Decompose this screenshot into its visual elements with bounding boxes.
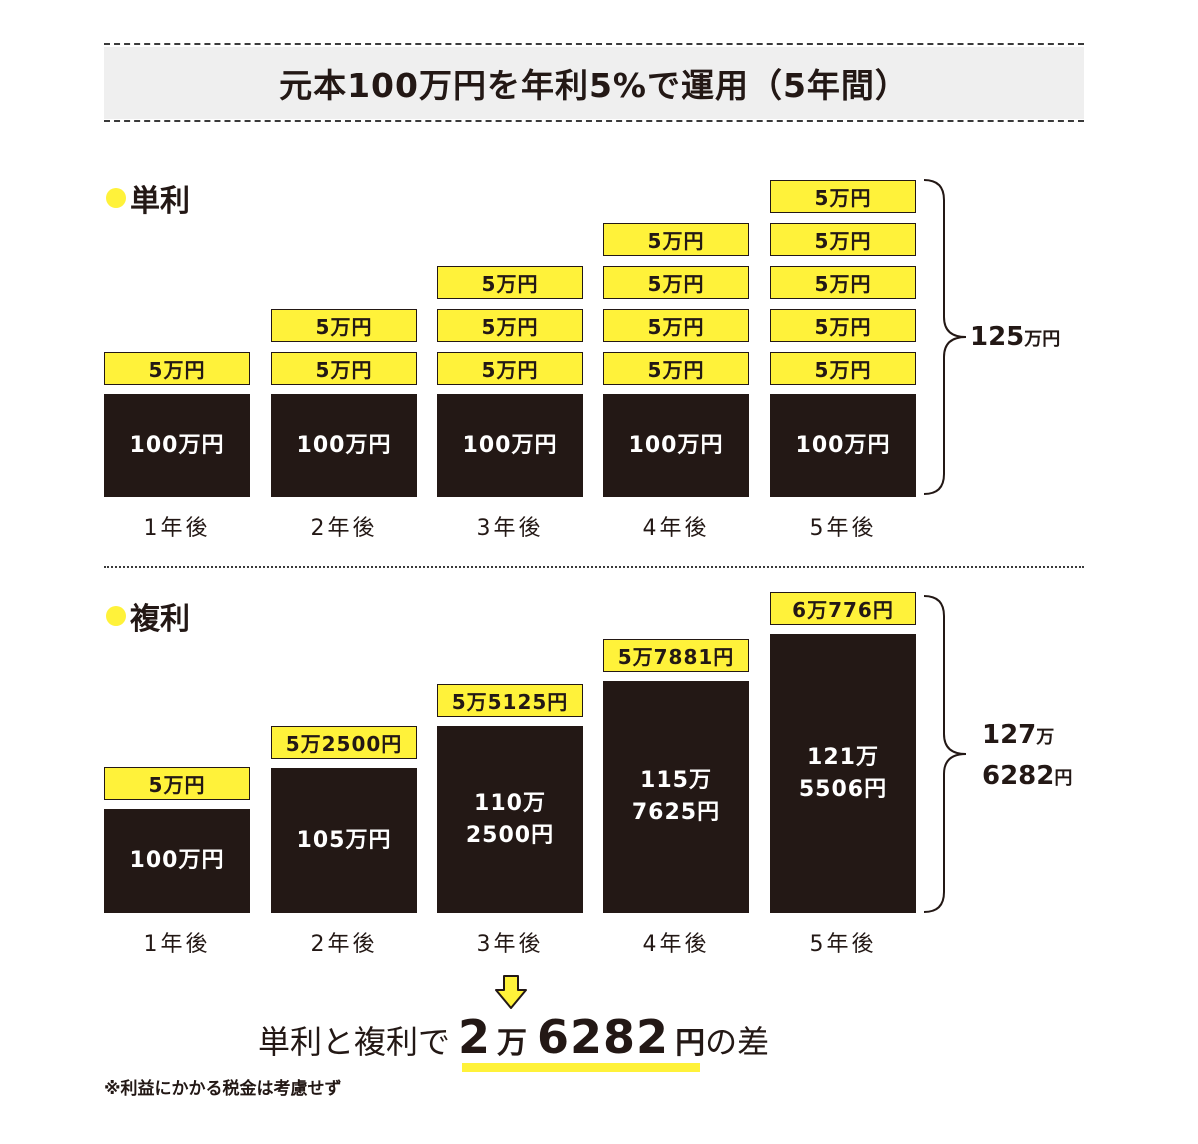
simple-interest-box: 5万円 xyxy=(770,223,916,256)
simple-principal-label: 100万円 xyxy=(296,432,392,458)
compound-principal-bar: 105万円 xyxy=(271,768,417,913)
compound-total-man-number: 127 xyxy=(982,720,1037,750)
compound-interest-box: 5万7881円 xyxy=(603,639,749,672)
simple-principal-label: 100万円 xyxy=(462,432,558,458)
simple-interest-box: 5万円 xyxy=(603,352,749,385)
simple-total-number: 125 xyxy=(970,322,1025,352)
simple-section-label: 単利 xyxy=(106,176,190,220)
simple-brace-icon xyxy=(923,179,967,495)
compound-brace-icon xyxy=(923,595,967,913)
simple-interest-box: 5万円 xyxy=(437,266,583,299)
compound-principal-bar: 115万 7625円 xyxy=(603,681,749,913)
compound-principal-line2: 7625円 xyxy=(631,800,721,825)
compound-label-text: 複利 xyxy=(130,602,190,637)
simple-principal-label: 100万円 xyxy=(795,432,891,458)
compound-principal-line2: 5506円 xyxy=(798,776,888,802)
compound-principal-line1: 110万 xyxy=(474,790,546,816)
simple-year-label: 1年後 xyxy=(143,516,211,541)
simple-principal-label: 100万円 xyxy=(628,432,724,458)
compound-principal-line1: 121万 xyxy=(807,744,879,770)
simple-interest-box: 5万円 xyxy=(603,266,749,299)
compound-principal-bar: 110万 2500円 xyxy=(437,726,583,913)
simple-interest-box: 5万円 xyxy=(770,309,916,342)
compound-principal-line1: 100万円 xyxy=(129,848,225,873)
compound-year-label: 1年後 xyxy=(143,932,211,957)
simple-principal-label: 100万円 xyxy=(129,432,225,458)
simple-principal-bar: 100万円 xyxy=(104,394,250,497)
title-bottom-dash xyxy=(104,120,1084,122)
simple-label-text: 単利 xyxy=(130,184,190,219)
result-line: 単利と複利で 2 万 6282 円 の差 xyxy=(258,1010,769,1064)
compound-principal-line1: 105万円 xyxy=(296,827,392,853)
compound-interest-box: 6万776円 xyxy=(770,592,916,625)
simple-interest-box: 5万円 xyxy=(603,223,749,256)
simple-interest-box: 5万円 xyxy=(437,352,583,385)
result-unit-yen: 円 xyxy=(675,1026,706,1061)
compound-interest-box: 5万円 xyxy=(104,767,250,800)
compound-principal-line2: 2500円 xyxy=(465,822,555,848)
simple-interest-box: 5万円 xyxy=(770,266,916,299)
bullet-dot-icon xyxy=(106,606,126,626)
simple-principal-bar: 100万円 xyxy=(603,394,749,497)
compound-total-man-unit: 万 xyxy=(1036,727,1055,748)
result-suffix: の差 xyxy=(705,1023,770,1061)
compound-year-label: 4年後 xyxy=(642,932,710,957)
compound-total-yen-number: 6282 xyxy=(982,761,1055,791)
result-number-man: 2 xyxy=(458,1010,492,1064)
compound-interest-box: 5万5125円 xyxy=(437,684,583,717)
simple-year-label: 5年後 xyxy=(809,516,877,541)
compound-section-label: 複利 xyxy=(106,594,190,638)
simple-interest-box: 5万円 xyxy=(271,309,417,342)
compound-principal-line1: 115万 xyxy=(640,768,712,793)
simple-year-label: 2年後 xyxy=(310,516,378,541)
simple-interest-box: 5万円 xyxy=(271,352,417,385)
simple-total: 125万円 xyxy=(970,322,1060,352)
result-unit-man: 万 xyxy=(497,1026,528,1061)
section-separator xyxy=(104,566,1084,568)
simple-interest-box: 5万円 xyxy=(770,180,916,213)
compound-year-label: 5年後 xyxy=(809,932,877,957)
result-number-yen: 6282 xyxy=(537,1010,670,1064)
page-title: 元本100万円を年利5%で運用（5年間） xyxy=(279,66,909,105)
compound-principal-bar: 121万 5506円 xyxy=(770,634,916,913)
title-band: 元本100万円を年利5%で運用（5年間） xyxy=(104,47,1084,119)
compound-year-label: 2年後 xyxy=(310,932,378,957)
result-highlight xyxy=(462,1063,700,1072)
simple-interest-box: 5万円 xyxy=(104,352,250,385)
tax-note: ※利益にかかる税金は考慮せず xyxy=(104,1079,342,1099)
simple-principal-bar: 100万円 xyxy=(271,394,417,497)
simple-interest-box: 5万円 xyxy=(603,309,749,342)
compound-interest-box: 5万2500円 xyxy=(271,726,417,759)
simple-year-label: 3年後 xyxy=(476,516,544,541)
simple-interest-box: 5万円 xyxy=(437,309,583,342)
compound-total: 127万 6282円 xyxy=(982,716,1072,798)
down-arrow-icon xyxy=(495,975,527,1009)
simple-interest-box: 5万円 xyxy=(770,352,916,385)
simple-principal-bar: 100万円 xyxy=(437,394,583,497)
simple-principal-bar: 100万円 xyxy=(770,394,916,497)
compound-total-yen-unit: 円 xyxy=(1054,768,1073,789)
bullet-dot-icon xyxy=(106,188,126,208)
title-top-dash xyxy=(104,43,1084,45)
compound-year-label: 3年後 xyxy=(476,932,544,957)
simple-year-label: 4年後 xyxy=(642,516,710,541)
simple-total-unit: 万円 xyxy=(1024,329,1061,350)
compound-principal-bar: 100万円 xyxy=(104,809,250,913)
result-prefix: 単利と複利で xyxy=(258,1023,451,1061)
